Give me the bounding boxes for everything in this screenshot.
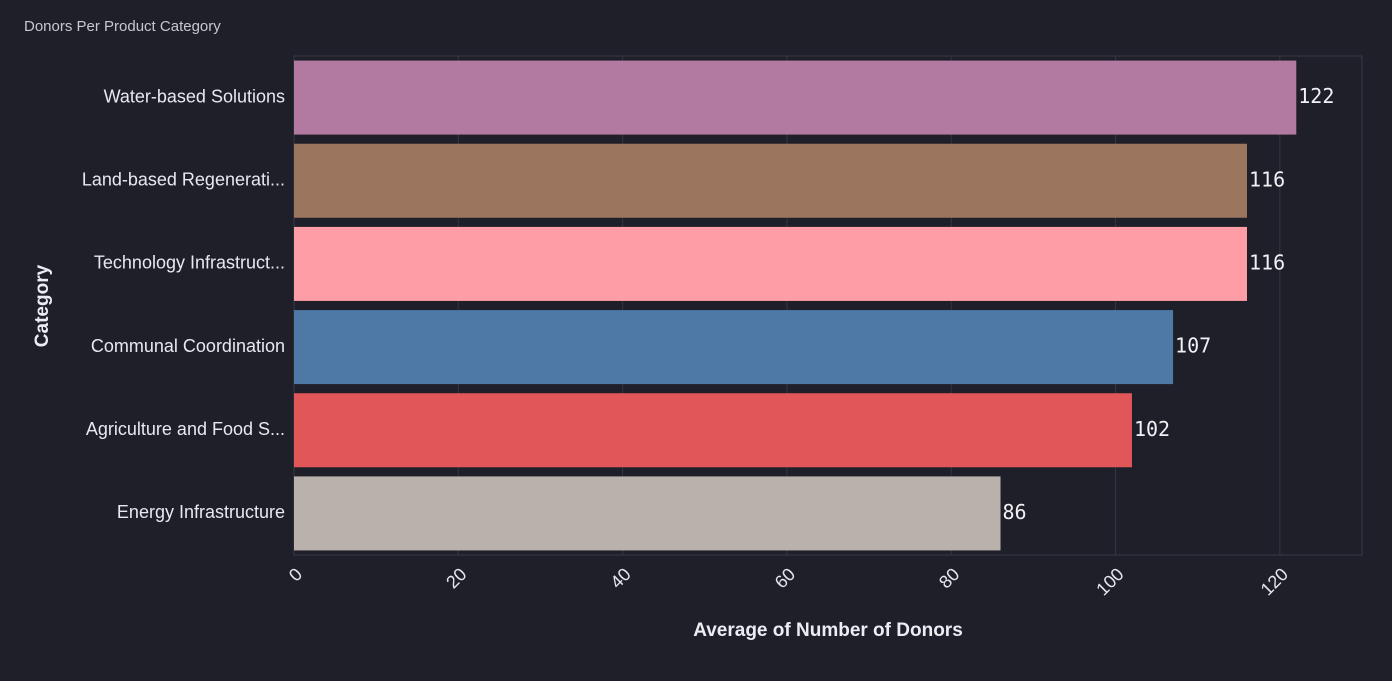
x-tick-label-120: 120 — [1257, 564, 1292, 599]
x-tick-label-80: 80 — [935, 564, 963, 592]
y-axis-title: Category — [32, 264, 53, 347]
category-labels: Water-based Solutions Land-based Regenera… — [82, 86, 285, 522]
bar-value-label-3: 116 — [1249, 250, 1285, 274]
bar-4[interactable] — [294, 310, 1174, 385]
bar-2[interactable] — [294, 143, 1247, 218]
bar-value-label-5: 102 — [1134, 417, 1170, 441]
plot-area — [293, 55, 1363, 556]
chart-title: Donors Per Product Category — [24, 18, 221, 35]
bar-value-label-1: 122 — [1298, 84, 1334, 108]
bar-5[interactable] — [294, 393, 1132, 468]
x-tick-label-100: 100 — [1092, 564, 1127, 599]
category-label-3: Technology Infrastruct... — [94, 253, 285, 273]
category-label-4: Communal Coordination — [91, 336, 285, 356]
category-label-2: Land-based Regenerati... — [82, 170, 285, 190]
x-axis-title: Average of Number of Donors — [693, 620, 963, 641]
x-tick-labels: 0 20 40 60 80 100 120 — [285, 564, 1292, 599]
grid-lines — [457, 56, 1281, 555]
x-tick-label-40: 40 — [606, 564, 634, 592]
category-label-5: Agriculture and Food S... — [86, 419, 285, 439]
category-label-6: Energy Infrastructure — [117, 502, 285, 522]
bar-1[interactable] — [294, 60, 1297, 135]
x-tick-label-20: 20 — [442, 564, 470, 592]
bar-value-label-4: 107 — [1175, 334, 1211, 358]
bar-value-label-6: 86 — [1003, 500, 1027, 524]
bar-value-label-2: 116 — [1249, 167, 1285, 191]
category-label-1: Water-based Solutions — [104, 86, 285, 106]
bar-6[interactable] — [294, 476, 1001, 551]
bars: 122 116 116 107 102 86 — [294, 60, 1334, 551]
bar-3[interactable] — [294, 226, 1247, 301]
x-tick-label-0: 0 — [285, 564, 306, 585]
x-tick-label-60: 60 — [771, 564, 799, 592]
